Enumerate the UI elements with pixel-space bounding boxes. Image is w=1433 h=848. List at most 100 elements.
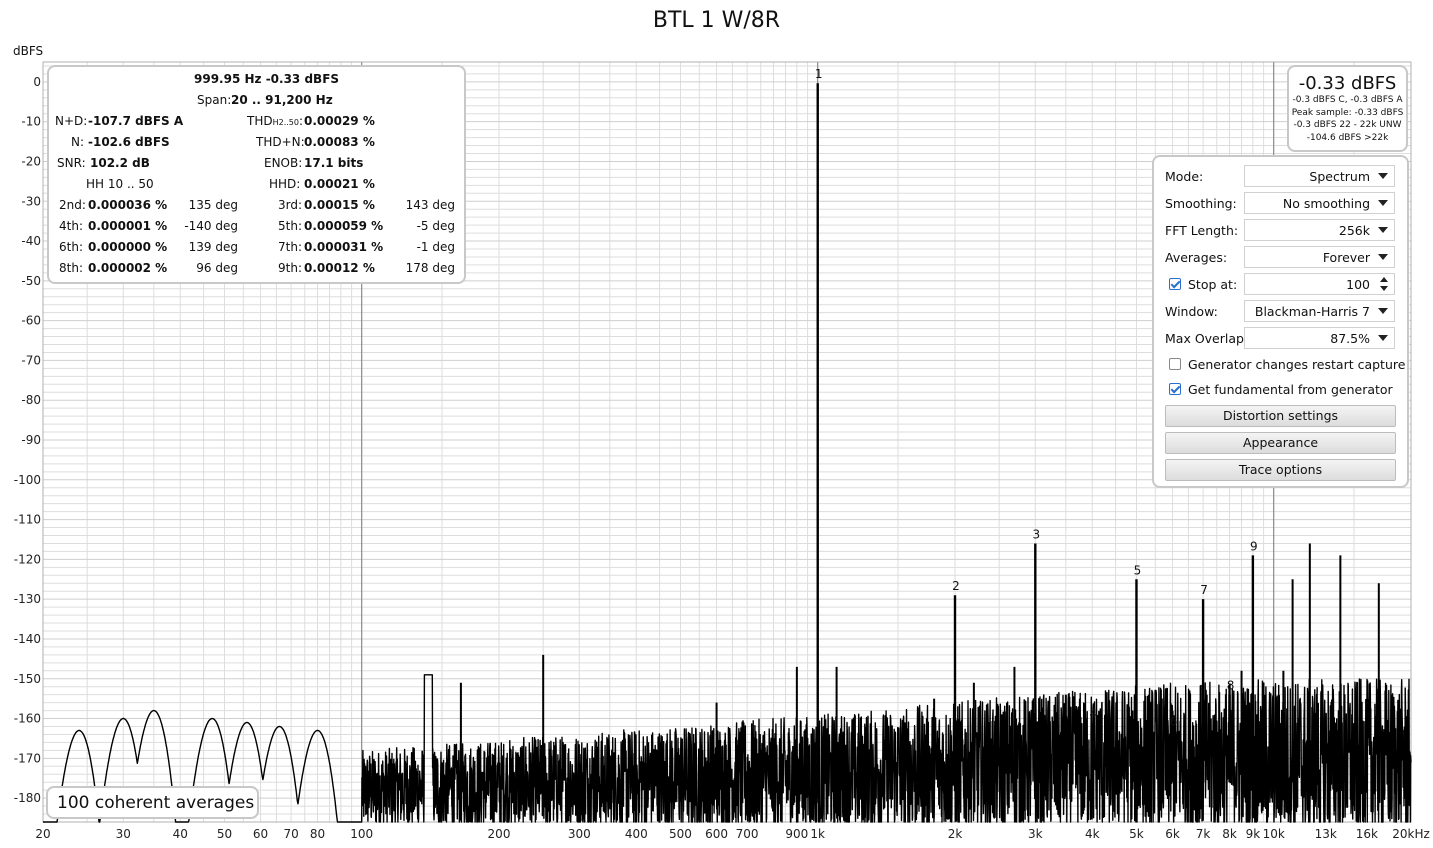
fft-length-label: FFT Length: bbox=[1165, 223, 1239, 238]
thd-label-subscript: H2..50 bbox=[272, 118, 299, 127]
harmonic-v2-cell: 0.000031 % bbox=[304, 240, 384, 254]
y-tick-label: -140 bbox=[14, 632, 41, 646]
window-value: Blackman-Harris 7 bbox=[1254, 304, 1370, 319]
x-tick-label: 10k bbox=[1263, 827, 1285, 841]
stop-at-checkbox[interactable] bbox=[1169, 278, 1181, 290]
max-overlap-select[interactable]: 87.5% bbox=[1244, 327, 1395, 349]
x-tick-label: 60 bbox=[253, 827, 268, 841]
y-tick-label: -110 bbox=[14, 513, 41, 527]
x-tick-label: 6k bbox=[1165, 827, 1180, 841]
y-axis-unit: dBFS bbox=[13, 44, 44, 58]
y-tick-label: -120 bbox=[14, 552, 41, 566]
x-tick-label: 3k bbox=[1028, 827, 1043, 841]
harmonic-label: 7 bbox=[1200, 583, 1208, 597]
hh-range: HH 10 .. 50 bbox=[86, 177, 154, 191]
appearance-button[interactable]: Appearance bbox=[1165, 432, 1396, 454]
thd-label: THDH2..50: bbox=[247, 114, 303, 128]
x-tick-label: 9k bbox=[1246, 827, 1261, 841]
mode-select[interactable]: Spectrum bbox=[1244, 165, 1395, 187]
y-tick-label: -80 bbox=[21, 393, 41, 407]
max-overlap-value: 87.5% bbox=[1330, 331, 1370, 346]
x-tick-label: 100 bbox=[350, 827, 373, 841]
chevron-up-icon[interactable] bbox=[1380, 277, 1388, 282]
chevron-down-icon bbox=[1378, 227, 1388, 233]
chevron-down-icon bbox=[1378, 200, 1388, 206]
averages-select[interactable]: Forever bbox=[1244, 246, 1395, 268]
x-tick-label: 400 bbox=[625, 827, 648, 841]
harmonic-l2-cell: 9th: bbox=[278, 261, 302, 275]
smoothing-select[interactable]: No smoothing bbox=[1244, 192, 1395, 214]
x-tick-label: 900 bbox=[785, 827, 808, 841]
harmonic-d2-cell: 178 deg bbox=[405, 261, 455, 275]
harmonic-label: 5 bbox=[1134, 563, 1142, 577]
y-tick-label: -170 bbox=[14, 751, 41, 765]
harmonic-v1-cell: 0.000036 % bbox=[88, 198, 168, 212]
y-tick-label: -150 bbox=[14, 672, 41, 686]
x-tick-label: 200 bbox=[488, 827, 511, 841]
fft-length-value: 256k bbox=[1338, 223, 1370, 238]
mode-label: Mode: bbox=[1165, 169, 1204, 184]
harmonic-l1-cell: 8th: bbox=[59, 261, 83, 275]
y-tick-label: -70 bbox=[21, 353, 41, 367]
harmonic-d2-cell: 143 deg bbox=[405, 198, 455, 212]
x-tick-label: 70 bbox=[283, 827, 298, 841]
y-tick-label: -160 bbox=[14, 712, 41, 726]
harmonic-l2-cell: 7th: bbox=[278, 240, 302, 254]
y-tick-label: -100 bbox=[14, 473, 41, 487]
noise-label: N: bbox=[71, 135, 85, 149]
harmonic-label: 2 bbox=[952, 579, 960, 593]
x-tick-labels: 20 30 40 50 60 70 80 100 200 300 400 500 600 700 900 1k… bbox=[35, 827, 1429, 841]
enob-label: ENOB: bbox=[264, 156, 303, 170]
fft-length-select[interactable]: 256k bbox=[1244, 219, 1395, 241]
nd-value: -107.7 dBFS A bbox=[88, 114, 184, 128]
chevron-down-icon[interactable] bbox=[1380, 286, 1388, 291]
fundamental-from-generator-label: Get fundamental from generator bbox=[1188, 382, 1393, 397]
harmonic-d1-cell: 96 deg bbox=[196, 261, 238, 275]
fundamental-from-generator-checkbox[interactable] bbox=[1169, 383, 1181, 395]
harmonic-v1-cell: 0.000000 % bbox=[88, 240, 168, 254]
generator-restart-checkbox[interactable] bbox=[1169, 358, 1181, 370]
y-tick-label: -10 bbox=[21, 115, 41, 129]
harmonic-labels: 1 2 3 4 5 6 7 8 9 bbox=[815, 67, 1258, 728]
generator-restart-label: Generator changes restart capture bbox=[1188, 357, 1406, 372]
chevron-down-icon bbox=[1378, 173, 1388, 179]
x-tick-label: 7k bbox=[1196, 827, 1211, 841]
window-label: Window: bbox=[1165, 304, 1218, 319]
trace-options-button[interactable]: Trace options bbox=[1165, 459, 1396, 481]
window-select[interactable]: Blackman-Harris 7 bbox=[1244, 300, 1395, 322]
harmonic-l2-cell: 5th: bbox=[278, 219, 302, 233]
spectrum-trace bbox=[42, 83, 1412, 823]
harmonic-label: 9 bbox=[1250, 539, 1258, 553]
fundamental-readout: 999.95 Hz -0.33 dBFS bbox=[194, 72, 340, 86]
y-tick-label: -180 bbox=[14, 791, 41, 805]
harmonic-label: 4 bbox=[1089, 707, 1097, 721]
thdn-label: THD+N: bbox=[256, 135, 305, 149]
hhd-label: HHD: bbox=[269, 177, 301, 191]
harmonic-d1-cell: -140 deg bbox=[184, 219, 238, 233]
averages-status: 100 coherent averages bbox=[46, 786, 259, 819]
stop-at-spinbox[interactable]: 100 bbox=[1244, 273, 1395, 295]
y-tick-label: -20 bbox=[21, 154, 41, 168]
smoothing-label: Smoothing: bbox=[1165, 196, 1237, 211]
y-tick-label: -90 bbox=[21, 433, 41, 447]
chevron-down-icon bbox=[1378, 335, 1388, 341]
y-tick-label: -40 bbox=[21, 234, 41, 248]
harmonic-label: 3 bbox=[1032, 527, 1040, 541]
x-tick-label: 16k bbox=[1356, 827, 1378, 841]
level-detail-1: -0.3 dBFS C, -0.3 dBFS A bbox=[1292, 95, 1403, 105]
max-overlap-label: Max Overlap: bbox=[1165, 331, 1249, 346]
y-tick-label: -130 bbox=[14, 592, 41, 606]
level-detail-4: -104.6 dBFS >22k bbox=[1306, 132, 1389, 143]
distortion-settings-button[interactable]: Distortion settings bbox=[1165, 405, 1396, 427]
chart-title: BTL 1 W/8R bbox=[652, 8, 781, 33]
y-tick-label: -50 bbox=[21, 274, 41, 288]
chevron-down-icon bbox=[1378, 308, 1388, 314]
harmonic-v2-cell: 0.00015 % bbox=[304, 198, 375, 212]
harmonic-d2-cell: -5 deg bbox=[416, 219, 455, 233]
enob-value: 17.1 bits bbox=[304, 156, 364, 170]
y-tick-label: -60 bbox=[21, 314, 41, 328]
thd-label-colon: : bbox=[298, 114, 304, 128]
harmonic-v1-cell: 0.000001 % bbox=[88, 219, 168, 233]
snr-value: 102.2 dB bbox=[90, 156, 150, 170]
nd-label: N+D: bbox=[55, 114, 88, 128]
